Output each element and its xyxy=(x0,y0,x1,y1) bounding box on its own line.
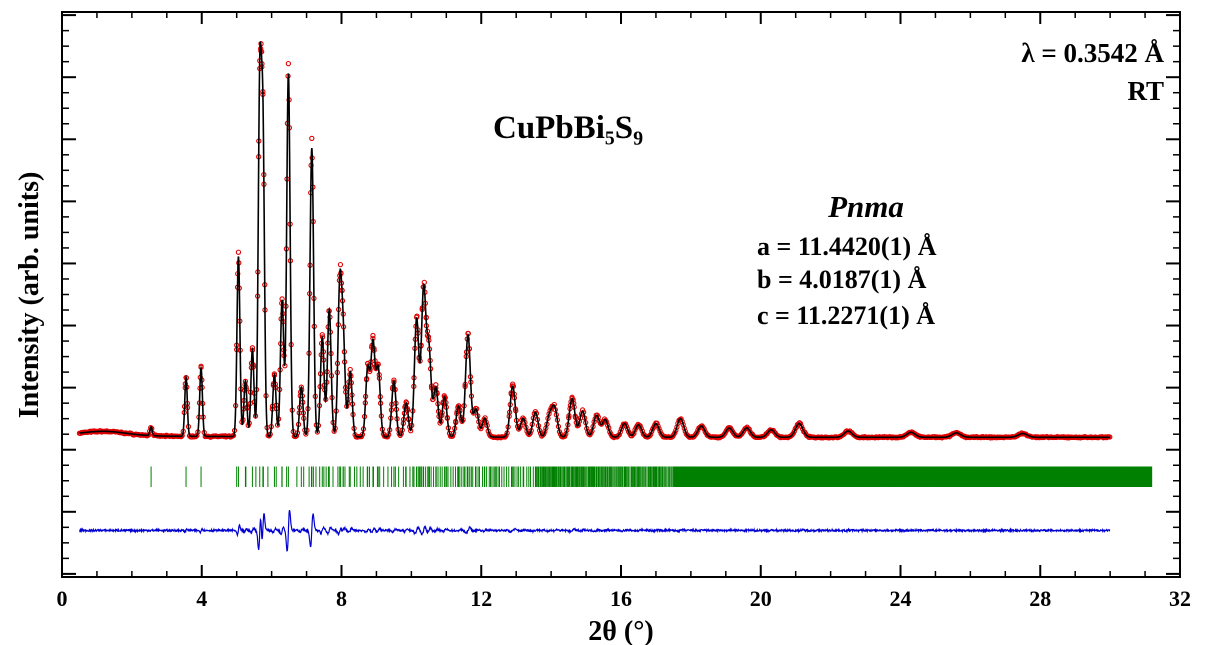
plot-frame xyxy=(61,11,1181,578)
lattice-c-label: c = 11.2271(1) Å xyxy=(757,301,935,330)
observed-point xyxy=(337,261,344,268)
x-tick-label: 20 xyxy=(750,586,772,611)
axis-ticks: 0 4 8 12 16 20 24 28 32 xyxy=(57,12,1191,611)
x-tick-label: 16 xyxy=(610,586,632,611)
x-tick-label: 4 xyxy=(196,586,207,611)
formula-label: CuPbBi₅S₉ xyxy=(493,110,643,146)
observed-point xyxy=(672,430,678,436)
wavelength-label: λ = 0.3542 Å xyxy=(1021,38,1164,68)
observed-point xyxy=(647,433,653,439)
calculated-line xyxy=(79,41,1111,439)
calculated-curve xyxy=(79,41,1111,439)
lattice-a-label: a = 11.4420(1) Å xyxy=(757,232,937,261)
difference-curve xyxy=(78,509,1111,552)
observed-point xyxy=(455,403,462,409)
lattice-b-label: b = 4.0187(1) Å xyxy=(757,265,927,294)
observed-point xyxy=(309,135,315,142)
observed-points xyxy=(76,41,1113,441)
observed-point xyxy=(791,428,797,435)
observed-point xyxy=(370,332,376,339)
difference-line xyxy=(78,509,1111,552)
observed-point xyxy=(798,423,805,430)
observed-point xyxy=(694,430,700,436)
observed-point xyxy=(285,60,292,67)
x-axis-title: 2θ (°) xyxy=(588,616,653,645)
x-tick-label: 24 xyxy=(890,586,912,611)
temperature-label: RT xyxy=(1127,76,1164,106)
observed-point xyxy=(470,410,477,416)
observed-point xyxy=(796,420,803,426)
observed-point xyxy=(235,249,242,255)
y-axis-title: Intensity (arb. units) xyxy=(14,172,45,419)
bragg-reflection-ticks xyxy=(150,466,1153,487)
x-tick-label: 12 xyxy=(470,586,492,611)
x-tick-label: 8 xyxy=(336,586,347,611)
x-tick-label: 32 xyxy=(1169,586,1191,611)
x-tick-label: 0 xyxy=(57,586,68,611)
space-group-label: Pnma xyxy=(827,189,904,224)
x-tick-label: 28 xyxy=(1029,586,1051,611)
observed-point xyxy=(526,431,532,438)
